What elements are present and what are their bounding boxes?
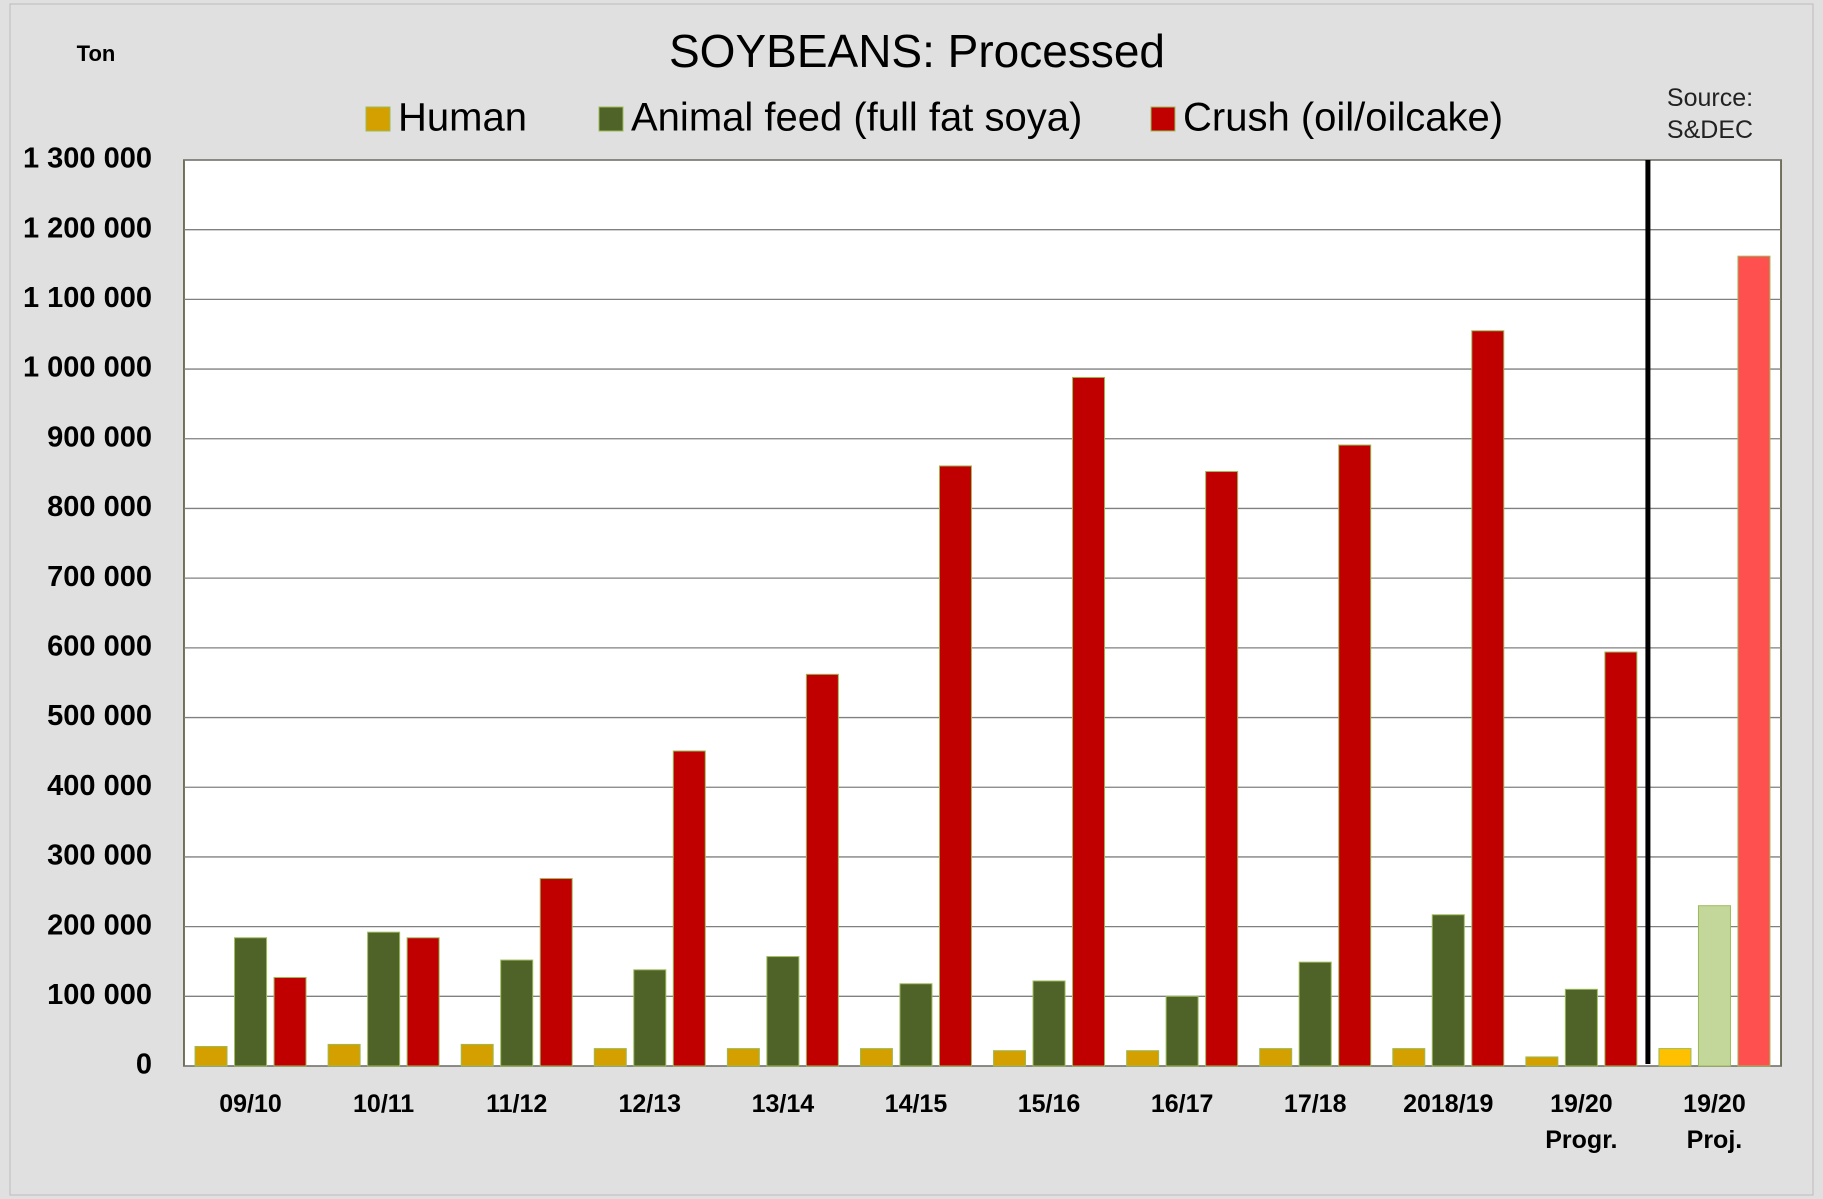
- bar: [938, 465, 972, 1067]
- x-tick-label: 09/10: [219, 1090, 282, 1118]
- plot-area: [183, 159, 1782, 1067]
- y-tick-label: 1 100 000: [23, 282, 152, 314]
- y-tick-label: 1 000 000: [23, 352, 152, 384]
- bar: [1525, 1056, 1559, 1067]
- bar: [1658, 1048, 1692, 1067]
- bar: [500, 959, 534, 1067]
- bar: [633, 969, 667, 1067]
- bar: [1471, 330, 1505, 1067]
- legend-label: Animal feed (full fat soya): [631, 96, 1082, 140]
- bar: [1564, 988, 1598, 1067]
- bar: [993, 1050, 1027, 1067]
- bar: [899, 983, 933, 1067]
- bar: [1338, 444, 1372, 1067]
- bar: [1298, 961, 1332, 1067]
- bar: [1259, 1048, 1293, 1067]
- bar: [1165, 995, 1199, 1067]
- bar: [367, 931, 401, 1067]
- x-tick-label: 19/20 Proj.: [1683, 1090, 1746, 1154]
- bar: [1604, 651, 1638, 1067]
- bar: [1392, 1048, 1426, 1067]
- bar: [1697, 905, 1731, 1067]
- bar: [327, 1043, 361, 1067]
- y-tick-label: 400 000: [47, 770, 152, 802]
- legend-label: Human: [398, 96, 527, 140]
- bar: [273, 976, 307, 1067]
- x-tick-label: 17/18: [1283, 1090, 1347, 1118]
- bar: [1431, 914, 1465, 1067]
- bar: [1032, 980, 1066, 1067]
- bar: [1737, 255, 1771, 1067]
- y-tick-label: 100 000: [47, 979, 152, 1011]
- y-tick-label: 0: [136, 1049, 152, 1081]
- y-unit: Ton: [77, 41, 116, 66]
- chart-title: SOYBEANS: Processed: [669, 25, 1165, 77]
- bar: [406, 937, 440, 1067]
- y-tick-label: 700 000: [47, 561, 152, 593]
- bar: [460, 1043, 494, 1067]
- x-tick-label: 2018/19: [1403, 1090, 1494, 1118]
- x-tick-label: 16/17: [1150, 1090, 1214, 1118]
- legend-swatch: [1150, 106, 1176, 132]
- y-tick-label: 500 000: [47, 700, 152, 732]
- x-tick-label: 19/20 Progr.: [1545, 1090, 1618, 1154]
- legend-label: Crush (oil/oilcake): [1183, 96, 1503, 140]
- bar: [859, 1048, 893, 1067]
- y-tick-label: 600 000: [47, 631, 152, 663]
- x-tick-label: 14/15: [884, 1090, 948, 1118]
- bar: [1126, 1050, 1160, 1067]
- y-tick-label: 900 000: [47, 421, 152, 453]
- y-tick-label: 200 000: [47, 909, 152, 941]
- bar: [805, 673, 839, 1067]
- bar: [539, 878, 573, 1067]
- y-tick-label: 1 200 000: [23, 212, 152, 244]
- y-tick-label: 800 000: [47, 491, 152, 523]
- x-tick-label: 13/14: [751, 1090, 815, 1118]
- bar: [1072, 376, 1106, 1067]
- legend-swatch: [365, 106, 391, 132]
- bar: [194, 1045, 228, 1067]
- x-tick-label: 15/16: [1017, 1090, 1081, 1118]
- legend-swatch: [598, 106, 624, 132]
- bar: [234, 937, 268, 1067]
- bar: [726, 1048, 760, 1067]
- x-tick-label: 11/12: [486, 1090, 548, 1118]
- bar: [593, 1048, 627, 1067]
- bar: [766, 956, 800, 1067]
- y-tick-label: 1 300 000: [23, 143, 152, 175]
- source-note: Source: S&DEC: [1666, 84, 1754, 144]
- bar: [1205, 471, 1239, 1067]
- y-tick-label: 300 000: [47, 840, 152, 872]
- x-tick-label: 12/13: [618, 1090, 682, 1118]
- x-tick-label: 10/11: [353, 1090, 415, 1118]
- bar: [672, 750, 706, 1067]
